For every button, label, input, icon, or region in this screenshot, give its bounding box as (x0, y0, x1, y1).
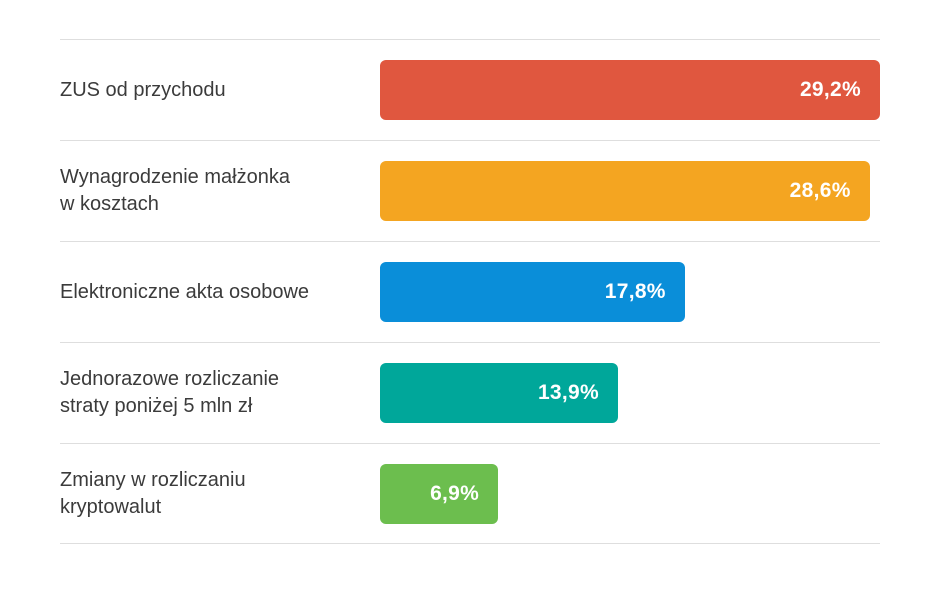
horizontal-bar-chart: ZUS od przychodu 29,2% Wynagrodzenie mał… (60, 39, 880, 544)
bar-value-label: 28,6% (789, 179, 851, 202)
bar: 28,6% (380, 161, 870, 221)
bar: 17,8% (380, 262, 685, 322)
category-label: Wynagrodzenie małżonka w kosztach (60, 166, 290, 215)
chart-row: Wynagrodzenie małżonka w kosztach 28,6% (60, 140, 880, 241)
chart-row: Jednorazowe rozliczanie straty poniżej 5… (60, 342, 880, 443)
category-label: Jednorazowe rozliczanie straty poniżej 5… (60, 368, 280, 417)
bar-track: 17,8% (380, 262, 880, 322)
bar-value-label: 29,2% (799, 78, 861, 101)
bar-track: 29,2% (380, 60, 880, 120)
bar-track: 28,6% (380, 161, 880, 221)
category-label: Elektroniczne akta osobowe (60, 280, 310, 303)
chart-row: Zmiany w rozliczaniu kryptowalut 6,9% (60, 443, 880, 544)
bar-track: 13,9% (380, 363, 880, 423)
category-label: Zmiany w rozliczaniu kryptowalut (60, 468, 246, 518)
bar: 13,9% (380, 363, 618, 423)
bar-value-label: 6,9% (430, 481, 480, 505)
bar: 29,2% (380, 60, 880, 120)
bar-value-label: 13,9% (537, 381, 599, 404)
chart-row: ZUS od przychodu 29,2% (60, 39, 880, 140)
bar: 6,9% (380, 463, 499, 524)
bar-value-label: 17,8% (604, 280, 666, 303)
chart-row: Elektroniczne akta osobowe 17,8% (60, 241, 880, 342)
category-label: ZUS od przychodu (60, 78, 226, 101)
bar-track: 6,9% (380, 463, 880, 524)
